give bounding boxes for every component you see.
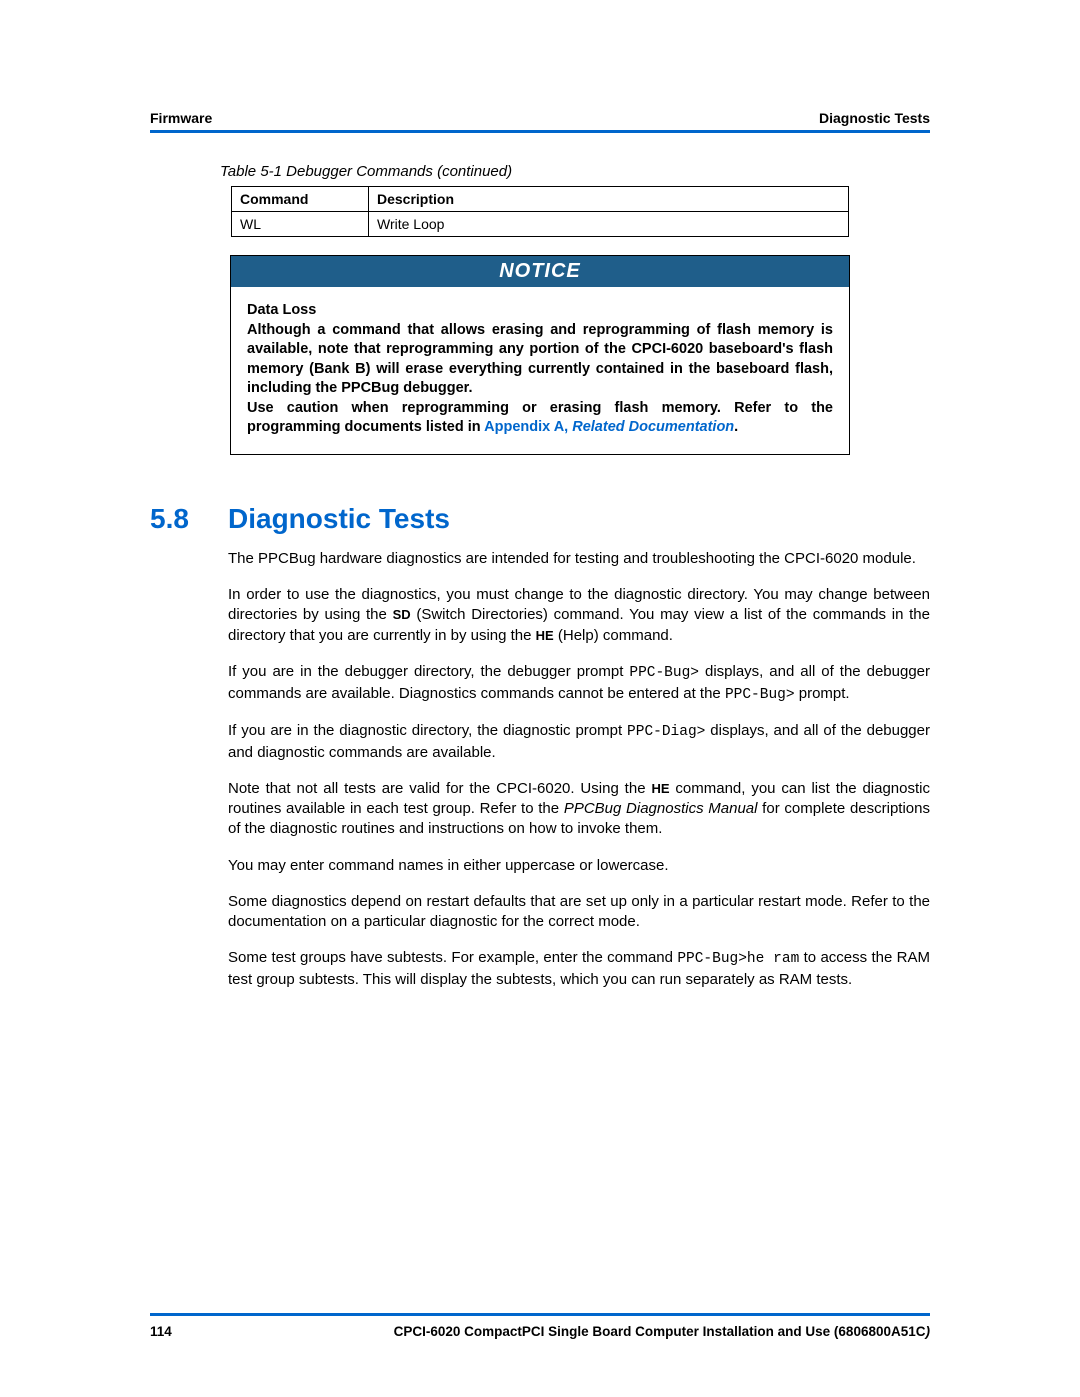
footer-rule	[150, 1313, 930, 1316]
table-cell-description: Write Loop	[369, 212, 849, 237]
page-number: 114	[150, 1324, 172, 1339]
appendix-link[interactable]: Appendix A,	[484, 419, 568, 435]
body-text: The PPCBug hardware diagnostics are inte…	[228, 549, 930, 990]
header-left: Firmware	[150, 110, 212, 126]
table-header-command: Command	[232, 187, 369, 212]
related-docs-link[interactable]: Related Documentation	[568, 419, 734, 435]
table-caption: Table 5-1 Debugger Commands (continued)	[220, 163, 930, 180]
table-header-description: Description	[369, 187, 849, 212]
debugger-commands-table: Command Description WL Write Loop	[231, 186, 849, 237]
para-3: If you are in the debugger directory, th…	[228, 662, 930, 705]
footer-title: CPCI-6020 CompactPCI Single Board Comput…	[394, 1324, 930, 1339]
section-number: 5.8	[150, 503, 228, 535]
manual-title: PPCBug Diagnostics Manual	[564, 800, 758, 817]
para-8: Some test groups have subtests. For exam…	[228, 948, 930, 990]
ppc-bug-prompt: PPC-Bug>	[629, 665, 699, 681]
notice-p2: Use caution when reprogramming or erasin…	[247, 399, 833, 438]
footer-row: 114 CPCI-6020 CompactPCI Single Board Co…	[150, 1324, 930, 1339]
para-5: Note that not all tests are valid for th…	[228, 779, 930, 840]
section-title: Diagnostic Tests	[228, 503, 450, 535]
running-header: Firmware Diagnostic Tests	[150, 110, 930, 130]
para-7: Some diagnostics depend on restart defau…	[228, 892, 930, 933]
para-6: You may enter command names in either up…	[228, 856, 930, 876]
he-command-2: HE	[651, 781, 669, 796]
section-heading: 5.8 Diagnostic Tests	[150, 503, 930, 535]
footer: 114 CPCI-6020 CompactPCI Single Board Co…	[150, 1313, 930, 1339]
header-right: Diagnostic Tests	[819, 110, 930, 126]
notice-p1: Although a command that allows erasing a…	[247, 321, 833, 399]
para-4: If you are in the diagnostic directory, …	[228, 721, 930, 763]
table-cell-command: WL	[232, 212, 369, 237]
he-command: HE	[536, 628, 554, 643]
notice-box: NOTICE Data Loss Although a command that…	[230, 255, 850, 455]
sd-command: SD	[393, 607, 411, 622]
header-rule	[150, 130, 930, 133]
para-1: The PPCBug hardware diagnostics are inte…	[228, 549, 930, 569]
notice-title: Data Loss	[247, 301, 833, 321]
notice-label: NOTICE	[231, 256, 849, 287]
notice-body: Data Loss Although a command that allows…	[231, 287, 849, 454]
para-2: In order to use the diagnostics, you mus…	[228, 585, 930, 646]
table-row: WL Write Loop	[232, 212, 849, 237]
he-ram-command: PPC-Bug>he ram	[677, 951, 799, 967]
ppc-bug-prompt-2: PPC-Bug>	[725, 687, 795, 703]
page: Firmware Diagnostic Tests Table 5-1 Debu…	[0, 0, 1080, 1397]
ppc-diag-prompt: PPC-Diag>	[627, 724, 705, 740]
